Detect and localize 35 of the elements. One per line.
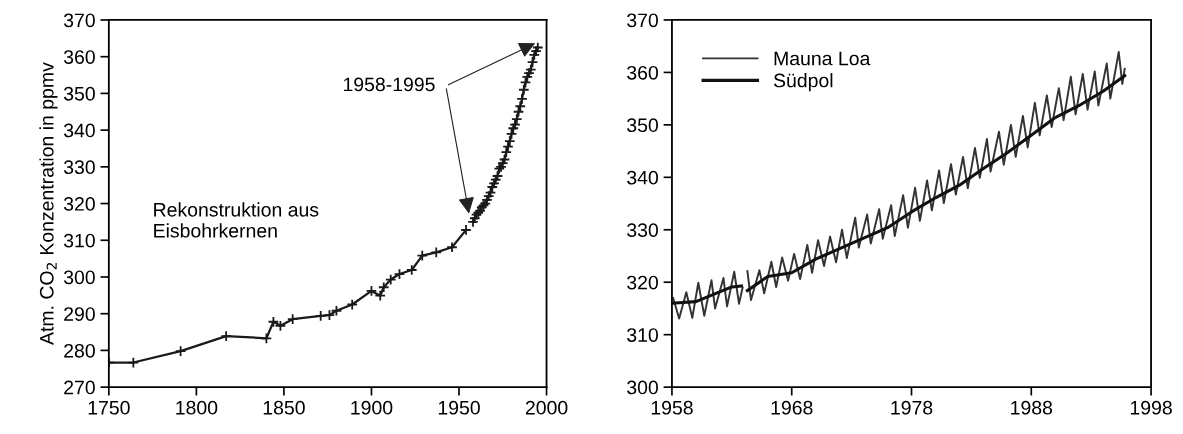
x-tick-label: 2000 bbox=[525, 400, 568, 415]
y-tick-label: 280 bbox=[64, 343, 95, 358]
legend-label: Südpol bbox=[773, 73, 833, 92]
x-tick-label: 1978 bbox=[891, 400, 933, 415]
x-tick-label: 1850 bbox=[263, 400, 305, 415]
y-tick-label: 360 bbox=[627, 65, 658, 80]
y-tick-label: 310 bbox=[63, 233, 95, 248]
y-tick-label: 300 bbox=[63, 270, 95, 285]
y-tick-label: 320 bbox=[63, 197, 95, 211]
y-tick-label: 300 bbox=[627, 380, 658, 395]
y-tick-label: 310 bbox=[627, 328, 658, 342]
annotation: Rekonstruktion aus Eisbohrkernen bbox=[154, 202, 319, 238]
annotation: 1958-1995 bbox=[343, 77, 435, 92]
y-tick-label: 360 bbox=[63, 50, 95, 64]
y-tick-label: 350 bbox=[63, 86, 95, 101]
y-tick-label: 340 bbox=[63, 123, 95, 138]
y-tick-label: 370 bbox=[627, 13, 658, 28]
y-tick-label: 340 bbox=[627, 170, 658, 185]
y-axis-title: Atm. CO$_{2}$ Konzentration in ppmv bbox=[39, 62, 58, 345]
x-tick-label: 1968 bbox=[771, 400, 813, 415]
legend-label: Mauna Loa bbox=[774, 51, 871, 66]
y-tick-label: 320 bbox=[627, 275, 658, 290]
x-tick-label: 1900 bbox=[351, 400, 393, 415]
x-tick-label: 1998 bbox=[1130, 400, 1172, 415]
y-tick-label: 350 bbox=[627, 118, 658, 133]
y-tick-label: 370 bbox=[63, 13, 95, 28]
y-tick-label: 330 bbox=[63, 160, 95, 175]
y-tick-label: 270 bbox=[64, 380, 95, 395]
x-tick-label: 1800 bbox=[176, 400, 218, 415]
y-tick-label: 290 bbox=[64, 307, 95, 321]
y-tick-label: 330 bbox=[627, 223, 658, 238]
x-tick-label: 1750 bbox=[88, 400, 130, 415]
x-tick-label: 1950 bbox=[438, 400, 480, 415]
x-tick-label: 1988 bbox=[1011, 400, 1053, 415]
x-tick-label: 1958 bbox=[651, 400, 693, 415]
